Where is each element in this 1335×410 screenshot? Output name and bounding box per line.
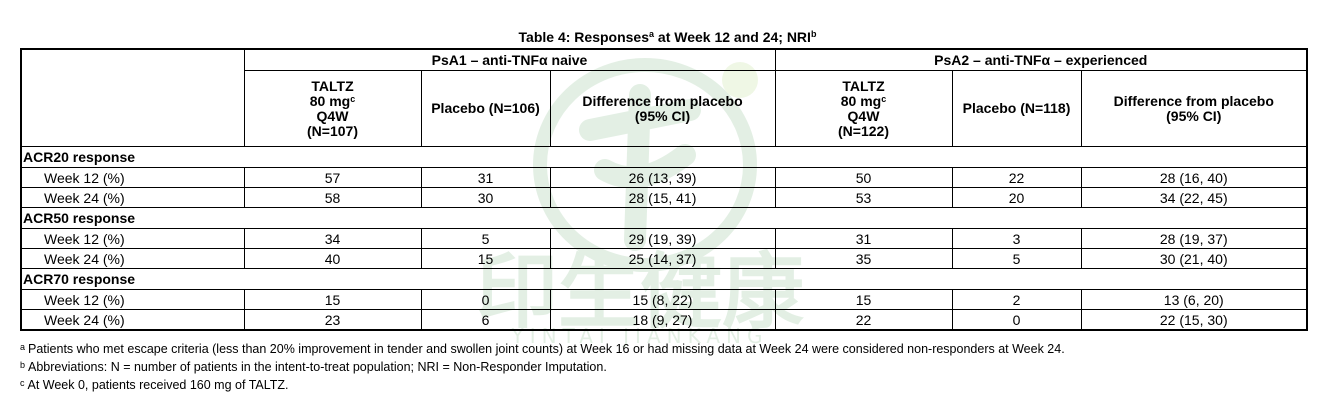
section-row: ACR50 response <box>20 207 1308 229</box>
table-cell: 18 (9, 27) <box>549 309 776 331</box>
footnote: a Patients who met escape criteria (less … <box>20 340 1065 358</box>
footnote-mark: b <box>20 360 26 370</box>
table-cell: 0 <box>420 289 551 310</box>
footnote-mark: c <box>20 378 25 388</box>
col-psa1-diff: Difference from placebo (95% CI) <box>549 70 776 147</box>
row-label: Week 24 (%) <box>20 309 245 331</box>
section-row: ACR20 response <box>20 146 1308 168</box>
responses-table: PsA1 – anti-TNFα naive PsA2 – anti-TNFα … <box>20 48 1308 331</box>
table-cell: 31 <box>420 167 551 188</box>
table-cell: 30 (21, 40) <box>1080 248 1308 269</box>
footnote: c At Week 0, patients received 160 mg of … <box>20 376 1065 394</box>
footnote-text: Abbreviations: N = number of patients in… <box>28 360 607 374</box>
row-label: Week 24 (%) <box>20 248 245 269</box>
section-row: ACR70 response <box>20 268 1308 290</box>
group-header-row: PsA1 – anti-TNFα naive PsA2 – anti-TNFα … <box>20 48 1308 147</box>
table-cell: 22 <box>774 309 953 331</box>
table-cell: 13 (6, 20) <box>1080 289 1308 310</box>
footnote: b Abbreviations: N = number of patients i… <box>20 358 1065 376</box>
section-label: ACR70 response <box>20 268 1308 290</box>
row-label: Week 24 (%) <box>20 187 245 208</box>
footnotes: a Patients who met escape criteria (less … <box>20 340 1065 394</box>
table-cell: 34 (22, 45) <box>1080 187 1308 208</box>
title-prefix: Table 4: Responses <box>518 29 649 45</box>
table-cell: 30 <box>420 187 551 208</box>
table-cell: 23 <box>243 309 422 331</box>
table-cell: 26 (13, 39) <box>549 167 776 188</box>
col-psa2-diff: Difference from placebo (95% CI) <box>1080 70 1308 147</box>
table-cell: 15 <box>420 248 551 269</box>
table-cell: 40 <box>243 248 422 269</box>
table-cell: 5 <box>420 228 551 249</box>
title-middle: at Week 12 and 24; NRI <box>654 29 811 45</box>
table-cell: 5 <box>951 248 1082 269</box>
footnote-mark: a <box>20 342 26 352</box>
table-cell: 28 (15, 41) <box>549 187 776 208</box>
table-cell: 0 <box>951 309 1082 331</box>
title-sup-b: b <box>810 29 817 39</box>
table-row: Week 12 (%) 34 5 29 (19, 39) 31 3 28 (19… <box>20 228 1308 249</box>
table-cell: 28 (16, 40) <box>1080 167 1308 188</box>
table-cell: 20 <box>951 187 1082 208</box>
table-cell: 31 <box>774 228 953 249</box>
table-cell: 15 <box>774 289 953 310</box>
table-row: Week 24 (%) 58 30 28 (15, 41) 53 20 34 (… <box>20 187 1308 208</box>
table-cell: 28 (19, 37) <box>1080 228 1308 249</box>
table-cell: 2 <box>951 289 1082 310</box>
table-cell: 57 <box>243 167 422 188</box>
table-cell: 50 <box>774 167 953 188</box>
footnote-text: At Week 0, patients received 160 mg of T… <box>27 378 289 392</box>
table-cell: 22 <box>951 167 1082 188</box>
table-cell: 15 <box>243 289 422 310</box>
row-label: Week 12 (%) <box>20 167 245 188</box>
table-cell: 3 <box>951 228 1082 249</box>
row-label: Week 12 (%) <box>20 289 245 310</box>
table-cell: 22 (15, 30) <box>1080 309 1308 331</box>
table-cell: 35 <box>774 248 953 269</box>
col-psa1-taltz: TALTZ 80 mgc Q4W (N=107) <box>243 70 422 147</box>
col-psa1-placebo: Placebo (N=106) <box>420 70 551 147</box>
table-cell: 15 (8, 22) <box>549 289 776 310</box>
table-row: Week 24 (%) 40 15 25 (14, 37) 35 5 30 (2… <box>20 248 1308 269</box>
section-label: ACR50 response <box>20 207 1308 229</box>
col-psa2-placebo: Placebo (N=118) <box>951 70 1082 147</box>
col-psa2-taltz: TALTZ 80 mgc Q4W (N=122) <box>774 70 953 147</box>
row-label-header <box>20 48 245 147</box>
table-cell: 34 <box>243 228 422 249</box>
table-cell: 25 (14, 37) <box>549 248 776 269</box>
table-cell: 6 <box>420 309 551 331</box>
group-psa2: PsA2 – anti-TNFα – experienced <box>774 48 1308 71</box>
table-row: Week 12 (%) 15 0 15 (8, 22) 15 2 13 (6, … <box>20 289 1308 310</box>
section-label: ACR20 response <box>20 146 1308 168</box>
table-cell: 58 <box>243 187 422 208</box>
table-cell: 53 <box>774 187 953 208</box>
table-title: Table 4: Responsesa at Week 12 and 24; N… <box>0 29 1335 45</box>
table-row: Week 24 (%) 23 6 18 (9, 27) 22 0 22 (15,… <box>20 309 1308 331</box>
row-label: Week 12 (%) <box>20 228 245 249</box>
group-psa1: PsA1 – anti-TNFα naive <box>243 48 776 71</box>
footnote-text: Patients who met escape criteria (less t… <box>28 342 1065 356</box>
title-sup-a: a <box>649 29 655 39</box>
column-header-row: TALTZ 80 mgc Q4W (N=107) Placebo (N=106)… <box>21 70 1308 147</box>
table-row: Week 12 (%) 57 31 26 (13, 39) 50 22 28 (… <box>20 167 1308 188</box>
table-cell: 29 (19, 39) <box>549 228 776 249</box>
